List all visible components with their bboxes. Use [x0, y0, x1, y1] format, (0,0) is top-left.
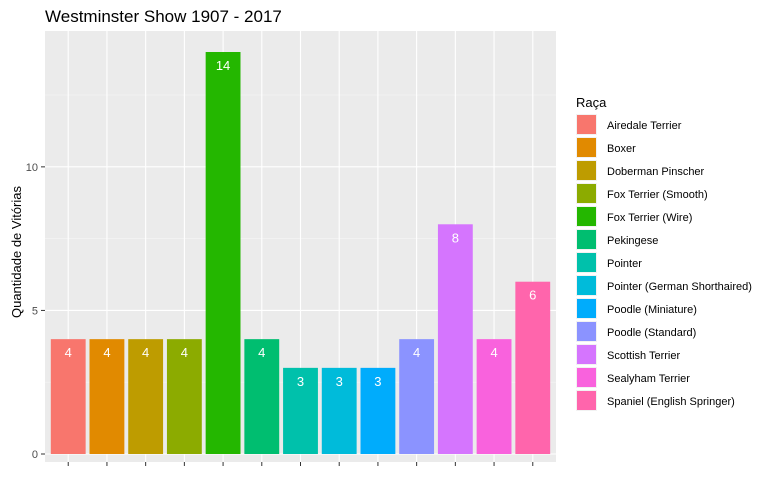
legend-label: Boxer	[607, 143, 636, 155]
bar-sealyham-terrier	[476, 339, 512, 454]
legend-swatch	[577, 184, 596, 203]
bar-value-label: 4	[490, 345, 497, 360]
y-tick-label: 5	[32, 305, 38, 317]
bar-value-label: 3	[374, 374, 381, 389]
bar-labels: 4 4 4 4 14 4 3 3 3 4 8 4 6	[65, 58, 537, 389]
bar-pointer-german-shorthaired	[321, 367, 357, 454]
y-axis-title: Quantidade de Vitórias	[9, 185, 24, 318]
bar-boxer	[89, 339, 125, 454]
bar-value-label: 4	[181, 345, 188, 360]
bar-pekingese	[244, 339, 280, 454]
chart-title: Westminster Show 1907 - 2017	[45, 7, 282, 26]
bar-fox-terrier-wire	[205, 52, 241, 454]
bar-value-label: 8	[452, 230, 459, 245]
y-axis: 0 5 10	[26, 162, 45, 461]
bar-value-label: 4	[65, 345, 72, 360]
legend-swatch	[577, 253, 596, 272]
legend-label: Airedale Terrier	[607, 120, 682, 132]
legend-swatch	[577, 115, 596, 134]
legend-label: Fox Terrier (Wire)	[607, 212, 692, 224]
bar-airedale-terrier	[50, 339, 86, 454]
legend-label: Sealyham Terrier	[607, 373, 690, 385]
bar-value-label: 4	[142, 345, 149, 360]
legend-swatch	[577, 230, 596, 249]
legend-swatch	[577, 276, 596, 295]
bars	[50, 52, 551, 454]
x-axis	[67, 462, 534, 466]
legend-label: Pekingese	[607, 235, 658, 247]
legend-swatch	[577, 299, 596, 318]
y-tick-label: 10	[26, 162, 38, 174]
legend-label: Poodle (Standard)	[607, 327, 696, 339]
bar-value-label: 4	[103, 345, 110, 360]
legend-swatch	[577, 368, 596, 387]
bar-poodle-miniature	[360, 367, 396, 454]
bar-value-label: 6	[529, 288, 536, 303]
legend-label: Scottish Terrier	[607, 350, 680, 362]
bar-scottish-terrier	[437, 224, 473, 454]
legend-title: Raça	[576, 95, 607, 110]
bar-value-label: 3	[297, 374, 304, 389]
bar-fox-terrier-smooth	[166, 339, 202, 454]
legend-swatch	[577, 207, 596, 226]
legend-swatch	[577, 161, 596, 180]
legend-label: Fox Terrier (Smooth)	[607, 189, 708, 201]
legend-label: Pointer (German Shorthaired)	[607, 281, 752, 293]
bar-value-label: 4	[258, 345, 265, 360]
bar-poodle-standard	[399, 339, 435, 454]
legend-label: Doberman Pinscher	[607, 166, 705, 178]
bar-value-label: 3	[336, 374, 343, 389]
bar-spaniel-english-springer	[515, 281, 551, 454]
legend-swatch	[577, 322, 596, 341]
bar-pointer	[283, 367, 318, 454]
bar-doberman-pinscher	[128, 339, 164, 454]
legend-swatch	[577, 345, 596, 364]
legend-swatch	[577, 138, 596, 157]
legend-label: Pointer	[607, 258, 642, 270]
legend-swatch	[577, 391, 596, 410]
bar-value-label: 4	[413, 345, 420, 360]
y-tick-label: 0	[32, 449, 38, 461]
bar-value-label: 14	[216, 58, 230, 73]
legend: Raça Airedale Terrier Boxer Doberman Pinsc…	[576, 95, 752, 411]
legend-label: Poodle (Miniature)	[607, 304, 697, 316]
legend-label: Spaniel (English Springer)	[607, 396, 735, 408]
